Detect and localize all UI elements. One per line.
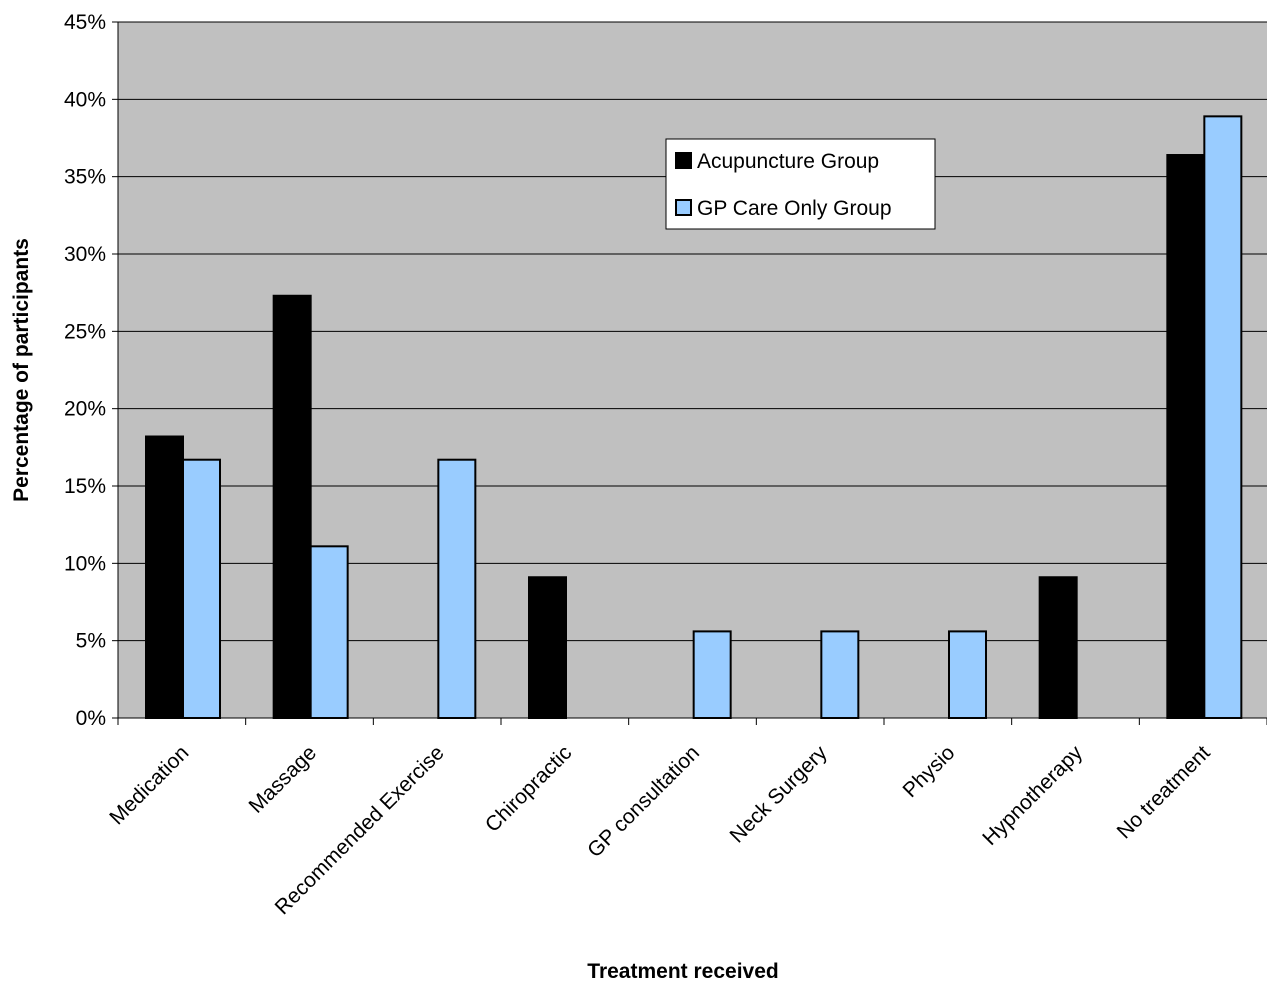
x-tick-label: GP consultation [583, 741, 704, 862]
y-tick-label: 0% [76, 707, 106, 730]
legend-label-acupuncture: Acupuncture Group [697, 150, 879, 173]
y-ticks: 0% 5% 10% 15% 20% 25% 30% 35% 40% 45% [64, 11, 118, 730]
x-tick-label: Chiropractic [481, 741, 576, 836]
y-tick-label: 5% [76, 630, 106, 653]
y-tick-label: 40% [64, 88, 106, 111]
bar-acupuncture [272, 294, 312, 719]
bar-acupuncture [528, 576, 567, 720]
legend-swatch-acupuncture [675, 152, 692, 169]
y-axis-title: Percentage of participants [10, 238, 33, 502]
y-tick-label: 10% [64, 552, 106, 575]
y-tick-label: 45% [64, 11, 106, 34]
x-tick-label: Massage [245, 741, 322, 818]
x-tick-label: Physio [899, 741, 960, 802]
x-tick-label: Medication [105, 741, 193, 829]
x-tick-label: Neck Surgery [725, 741, 832, 848]
y-tick-label: 25% [64, 320, 106, 343]
bar-gp-care [948, 630, 987, 719]
y-tick-label: 15% [64, 475, 106, 498]
bar-acupuncture [1038, 576, 1078, 720]
x-tick-label: No treatment [1113, 741, 1215, 843]
legend-swatch-gp-care [675, 199, 692, 216]
legend-box [665, 138, 936, 230]
y-tick-label: 20% [64, 398, 106, 421]
legend-label-gp-care: GP Care Only Group [697, 197, 892, 220]
x-tick-label: Hypnotherapy [978, 741, 1087, 850]
y-tick-label: 30% [64, 243, 106, 266]
bar-gp-care [692, 630, 732, 719]
x-axis-title: Treatment received [587, 960, 778, 983]
bar-gp-care [309, 545, 349, 719]
bar-acupuncture [145, 435, 184, 719]
bar-gp-care [1203, 115, 1243, 719]
bar-acupuncture [1166, 154, 1206, 720]
bar-gp-care [182, 458, 221, 719]
bar-gp-care [820, 630, 860, 719]
y-tick-label: 35% [64, 166, 106, 189]
legend: Acupuncture Group GP Care Only Group [665, 138, 936, 230]
bars [145, 115, 1243, 720]
bar-gp-care [437, 458, 477, 719]
